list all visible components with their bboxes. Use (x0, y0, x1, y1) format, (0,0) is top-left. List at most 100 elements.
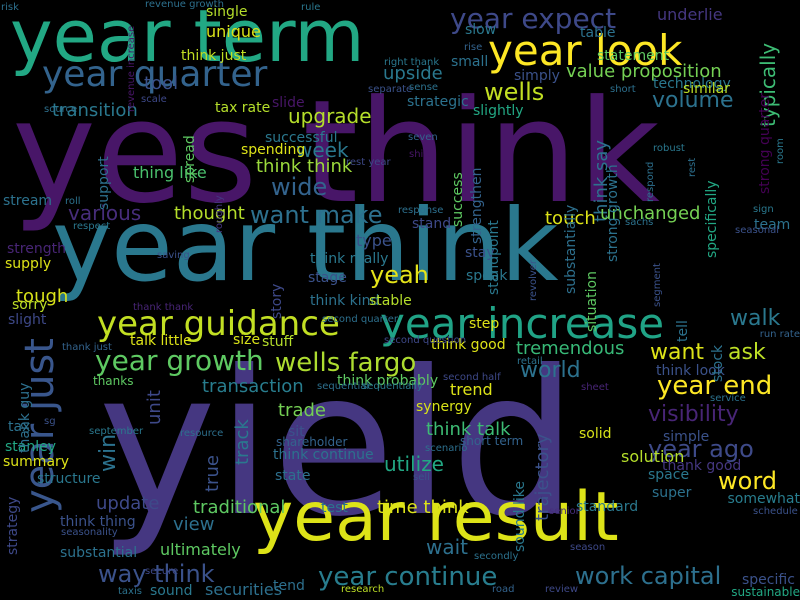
cloud-word: segment (652, 263, 663, 307)
cloud-word: response (398, 205, 444, 216)
cloud-word: transition (52, 100, 138, 121)
cloud-word: week (296, 138, 349, 162)
cloud-word: separate (368, 84, 413, 95)
cloud-word: think really (310, 251, 389, 267)
cloud-word: wait (426, 535, 469, 559)
cloud-word: second quarter (322, 314, 398, 325)
cloud-word: strong quarter (757, 93, 773, 194)
cloud-word: tremendous (516, 338, 625, 359)
cloud-word: think kind (310, 293, 380, 309)
cloud-word: spread (182, 135, 198, 183)
cloud-word: ultimately (160, 540, 241, 559)
cloud-word: specific (742, 572, 795, 588)
cloud-word: sound (150, 583, 193, 599)
cloud-word: rise (464, 42, 483, 53)
cloud-word: synergy (416, 399, 472, 415)
cloud-word: small (451, 54, 489, 70)
cloud-word: sheet (581, 382, 609, 393)
cloud-word: sit (288, 424, 305, 440)
cloud-word: strengthen (469, 167, 485, 244)
cloud-word: year look (488, 26, 683, 75)
cloud-word: unique (206, 22, 261, 41)
cloud-word: sign (753, 204, 774, 215)
cloud-word: unchanged (600, 203, 701, 224)
cloud-word: stable (369, 293, 412, 309)
cloud-word: yield (98, 328, 578, 561)
cloud-word: second half (443, 372, 501, 383)
cloud-word: year term (10, 0, 365, 78)
cloud-word: story (269, 283, 285, 319)
cloud-word: update (96, 493, 160, 514)
cloud-word: rest year (346, 157, 391, 168)
cloud-word: year result (253, 478, 619, 557)
cloud-word: various (68, 201, 142, 225)
cloud-word: structure (37, 471, 101, 487)
cloud-word: respond (645, 161, 656, 202)
cloud-word: tend (273, 578, 305, 594)
cloud-word: simple (663, 429, 710, 445)
cloud-word: sequentially (362, 381, 423, 392)
cloud-word: thank thank (133, 302, 194, 313)
cloud-word: year quarter (42, 54, 268, 95)
cloud-word: think just (181, 48, 247, 64)
cloud-word: risk (1, 2, 19, 13)
cloud-word: substantially (563, 204, 579, 294)
cloud-word: slightly (473, 103, 524, 119)
cloud-word: secondly (474, 551, 519, 562)
cloud-word: seasonal (735, 225, 780, 236)
cloud-word: shift (409, 149, 431, 160)
cloud-word: saving (157, 250, 190, 261)
cloud-word: trade (278, 400, 326, 421)
cloud-word: super (652, 485, 692, 501)
cloud-word: think probably (337, 373, 439, 389)
cloud-word: step (469, 316, 500, 332)
cloud-word: want (650, 340, 705, 365)
cloud-word: roughly (214, 195, 225, 233)
cloud-word: tool (144, 73, 179, 94)
cloud-word: securities (205, 580, 283, 599)
cloud-word: space (648, 467, 690, 483)
cloud-word: sachs (625, 217, 654, 228)
cloud-word: time think (377, 497, 469, 518)
cloud-word: strength (7, 241, 66, 257)
cloud-word: standpoint (486, 220, 502, 295)
cloud-word: tax rate (215, 100, 271, 116)
cloud-word: tough (16, 286, 69, 307)
cloud-word: stage (308, 270, 347, 286)
cloud-word: strategy (5, 496, 21, 555)
cloud-word: service (710, 393, 746, 404)
cloud-word: year guidance (97, 304, 340, 344)
cloud-word: roll (65, 196, 81, 207)
cloud-word: successful (265, 130, 338, 146)
cloud-word: revenue increase (126, 25, 137, 112)
cloud-word: win (96, 433, 121, 472)
cloud-word: sell (413, 472, 430, 483)
cloud-word: way think (98, 560, 215, 588)
cloud-word: thank guy (17, 382, 33, 453)
cloud-word: think talk (426, 419, 511, 440)
cloud-word: sense (409, 82, 439, 93)
cloud-word: upgrade (288, 104, 372, 128)
cloud-word: view (173, 514, 215, 535)
cloud-word: true (202, 455, 223, 492)
cloud-word: work capital (575, 562, 722, 590)
cloud-word: sound like (512, 481, 528, 552)
cloud-word: year end (657, 371, 773, 401)
cloud-word: year growth (95, 344, 264, 377)
cloud-word: year think (52, 187, 559, 304)
cloud-word: size (233, 332, 261, 348)
cloud-word: support (96, 156, 112, 210)
cloud-word: upside (383, 63, 443, 84)
cloud-word: underlie (657, 5, 723, 24)
cloud-word: track (232, 419, 253, 465)
cloud-word: season (570, 542, 606, 553)
cloud-word: september (89, 426, 144, 437)
cloud-word: yes think (12, 70, 660, 235)
cloud-word: somewhat (727, 491, 800, 507)
cloud-word: tax (8, 419, 31, 435)
cloud-word: transaction (202, 376, 304, 397)
cloud-word: volume (652, 88, 734, 113)
cloud-word: thought (174, 203, 245, 224)
cloud-word: specifically (704, 180, 720, 258)
cloud-word: state (275, 468, 311, 484)
